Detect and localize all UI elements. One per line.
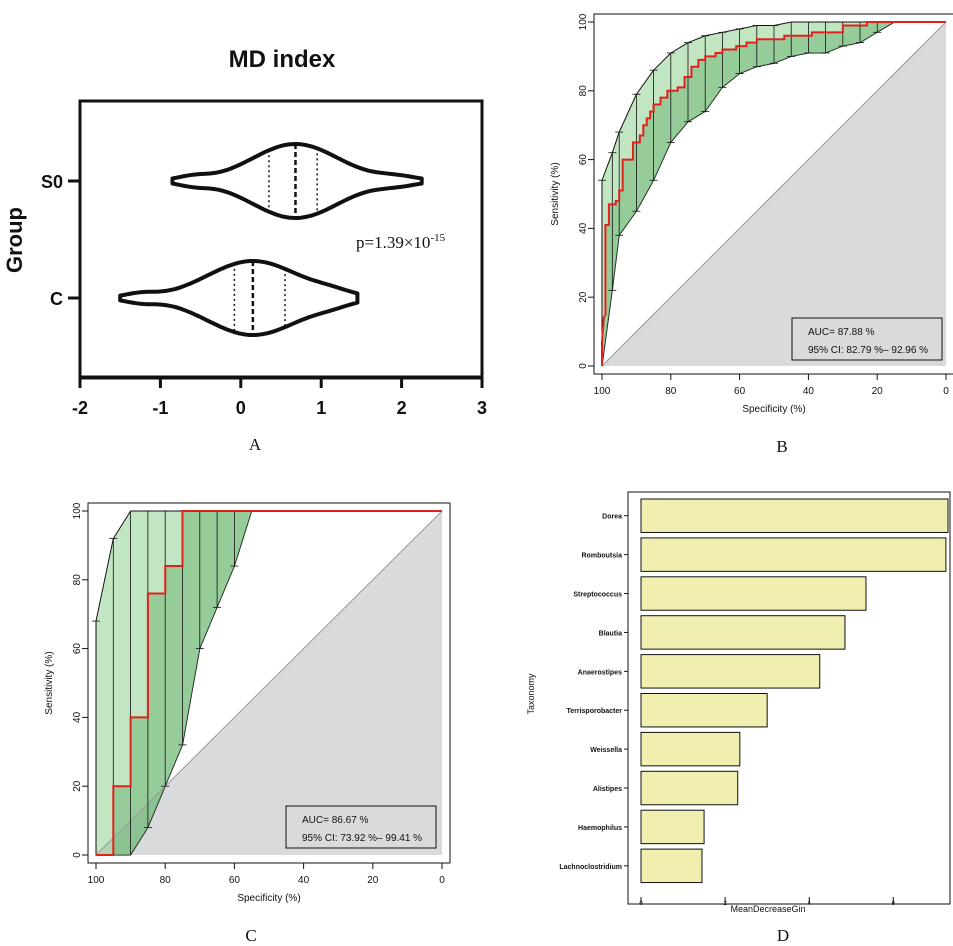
category-label: Alistipes — [593, 786, 622, 793]
y-tick-label: 100 — [578, 13, 589, 30]
panel-d: Taxonomy MeanDecreaseGin Dorea Romboutsia… — [526, 491, 951, 945]
panel-c-label: C — [245, 926, 256, 945]
category-label: Haemophilus — [578, 825, 622, 832]
category-label: Weissella — [590, 747, 622, 754]
x-tick-label: 40 — [803, 386, 815, 397]
x-tick-label: 0 — [439, 875, 445, 886]
bar — [640, 693, 768, 728]
bar — [640, 537, 947, 572]
auc-legend-box — [791, 317, 943, 361]
category-label: Dorea — [602, 514, 622, 521]
y-tick-label: S0 — [41, 172, 63, 192]
y-tick-label: 20 — [578, 291, 589, 303]
y-tick-label: 60 — [72, 643, 83, 655]
violin-c — [118, 259, 360, 337]
x-tick-label: 2 — [397, 398, 407, 418]
roc-curve — [601, 21, 946, 366]
category-label: Streptococcus — [573, 592, 622, 599]
panel-d-frame — [627, 491, 951, 905]
panel-d-label: D — [777, 926, 789, 945]
y-tick-label: 0 — [578, 363, 589, 369]
x-tick-label: 80 — [665, 386, 677, 397]
x-axis-label: Specificity (%) — [237, 893, 300, 904]
category-label: Anaerostipes — [578, 669, 622, 676]
x-tick-label: 3 — [477, 398, 487, 418]
x-tick-label: -2 — [72, 398, 88, 418]
x-tick-label: 0 — [639, 901, 643, 907]
chance-diagonal — [601, 21, 947, 367]
panel-b: 100 80 60 40 20 0 0 20 40 60 80 100 Specificity (%) S… — [550, 13, 953, 456]
x-tick-label: 20 — [872, 386, 884, 397]
violin-s0 — [170, 142, 424, 220]
bar — [640, 498, 949, 533]
chance-diagonal — [95, 510, 443, 856]
x-tick-label: 100 — [88, 875, 105, 886]
x-tick-label: 0 — [943, 386, 949, 397]
panel-c: 100 80 60 40 20 0 0 20 40 60 80 100 Specificity (%) S… — [44, 502, 451, 945]
auc-legend-box — [285, 805, 437, 849]
panel-a: MD index Group -2 -1 0 1 2 3 S0 C p=1.39×10-15… — [2, 46, 487, 454]
auc-text: AUC= 87.88 % — [808, 327, 875, 338]
y-tick-label: 100 — [72, 502, 83, 519]
x-tick-label: 1 — [316, 398, 326, 418]
category-label: Lachnoclostridium — [559, 864, 622, 871]
x-tick-label: 100 — [594, 386, 611, 397]
ci-text: 95% CI: 82.79 %– 92.96 % — [808, 345, 928, 356]
bar — [640, 731, 741, 767]
y-axis-label: Sensitivity (%) — [44, 651, 55, 714]
panel-a-y-axis: S0 C — [41, 172, 80, 309]
panel-a-title: MD index — [229, 46, 336, 73]
ci-text: 95% CI: 73.92 %– 99.41 % — [302, 833, 422, 844]
panel-b-label: B — [776, 437, 787, 456]
panel-a-violins — [118, 142, 424, 337]
bar — [640, 848, 703, 884]
x-tick-label: 80 — [160, 875, 172, 886]
y-tick-label: 0 — [72, 852, 83, 858]
x-tick-label: 40 — [298, 875, 310, 886]
x-tick-label: 60 — [734, 386, 746, 397]
y-axis-label: Sensitivity (%) — [550, 162, 561, 225]
panel-a-ylabel: Group — [2, 207, 27, 273]
auc-text: AUC= 86.67 % — [302, 815, 369, 826]
x-axis-label: Specificity (%) — [742, 404, 805, 415]
plot-frame — [87, 502, 451, 864]
y-tick-label: C — [50, 289, 63, 309]
y-tick-label: 20 — [72, 780, 83, 792]
x-tick-label: 20 — [367, 875, 379, 886]
y-tick-label: 40 — [578, 222, 589, 234]
roc-curve — [96, 510, 442, 856]
x-tick-label: -1 — [152, 398, 168, 418]
x-tick-label: 60 — [229, 875, 241, 886]
panel-a-x-axis: -2 -1 0 1 2 3 — [72, 376, 487, 418]
category-label: Romboutsia — [582, 553, 623, 560]
category-label: Terrisporobacter — [567, 708, 623, 715]
bar — [640, 809, 705, 845]
plot-frame — [593, 13, 953, 375]
y-tick-label: 60 — [578, 154, 589, 166]
bar — [640, 654, 821, 689]
y-tick-label: 40 — [72, 711, 83, 723]
x-tick-label: 2 — [723, 901, 727, 907]
panel-d-ylabel: Taxonomy — [526, 673, 536, 715]
x-tick-label: 6 — [892, 901, 896, 907]
category-label: Blautia — [599, 630, 622, 637]
bar — [640, 615, 846, 650]
panel-d-bars: Dorea Romboutsia Streptococcus Blautia Anaer… — [559, 498, 949, 907]
x-tick-label: 0 — [236, 398, 246, 418]
bar — [640, 770, 739, 806]
bar — [640, 576, 867, 611]
panel-a-label: A — [249, 435, 262, 454]
panel-d-xlabel: MeanDecreaseGin — [730, 904, 805, 914]
y-tick-label: 80 — [72, 574, 83, 586]
y-tick-label: 80 — [578, 85, 589, 97]
p-value-annotation: p=1.39×10-15 — [356, 232, 446, 252]
x-tick-label: 4 — [808, 901, 812, 907]
